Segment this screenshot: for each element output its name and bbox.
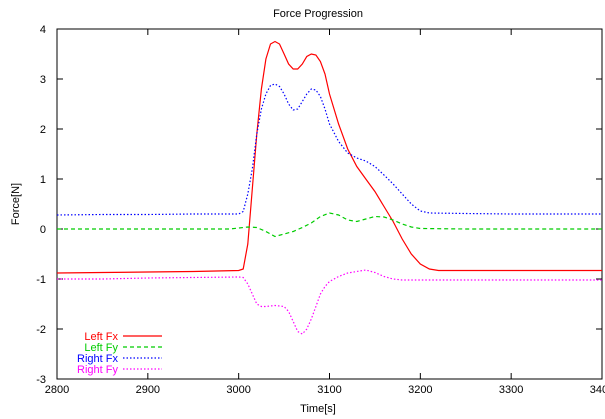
- series-line-right-fy: [57, 269, 602, 335]
- y-axis-label: Force[N]: [10, 183, 22, 225]
- series-line-right-fx: [56, 83, 602, 216]
- x-tick-label: 3400: [590, 384, 605, 396]
- x-tick-label: 3100: [317, 384, 341, 396]
- x-tick-label: 3200: [408, 384, 432, 396]
- x-tick-label: 3000: [226, 384, 250, 396]
- x-axis-label: Time[s]: [300, 403, 336, 415]
- y-tick-label: -3: [36, 374, 46, 386]
- y-tick-label: -2: [36, 324, 46, 336]
- chart-title: Force Progression: [273, 8, 363, 20]
- legend-label: Right Fy: [77, 364, 118, 376]
- plot-frame: [56, 28, 603, 380]
- y-tick-label: 0: [40, 224, 46, 236]
- x-tick-label: 2800: [45, 384, 69, 396]
- series-line-left-fx: [56, 40, 602, 274]
- y-tick-label: 4: [40, 24, 46, 36]
- series-layer: [56, 40, 602, 335]
- x-tick-label: 3300: [499, 384, 523, 396]
- y-tick-label: -1: [36, 274, 46, 286]
- x-tick-label: 2900: [136, 384, 160, 396]
- y-tick-label: 2: [40, 124, 46, 136]
- series-line-left-fy: [57, 212, 602, 238]
- axis-ticks: 2800 2900 3000 3100 3200 3300 3400 -3 -2 -1 0 1 2 3 4: [36, 24, 605, 396]
- legend-label: Left Fx: [84, 331, 118, 343]
- y-tick-label: 3: [40, 74, 46, 86]
- legend-label: Left Fy: [84, 342, 118, 354]
- y-tick-label: 1: [40, 174, 46, 186]
- legend-label: Right Fx: [77, 353, 118, 365]
